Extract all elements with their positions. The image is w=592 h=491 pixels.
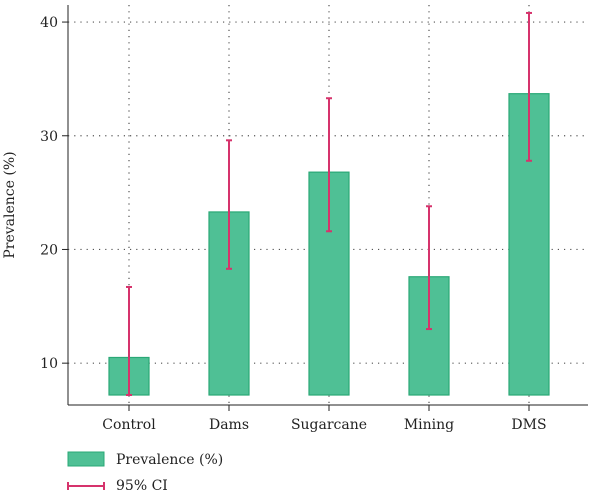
legend-label-ci: 95% CI — [116, 478, 168, 491]
error-bar-dams — [226, 139, 232, 270]
y-tick-label: 40 — [40, 15, 58, 31]
error-bar-control — [126, 285, 132, 396]
legend-swatch-ci — [67, 482, 105, 490]
legend-swatch-prevalence — [67, 451, 105, 467]
y-axis-title: Prevalence (%) — [2, 151, 18, 258]
error-bar-dms — [526, 11, 532, 162]
error-bar-mining — [426, 205, 432, 331]
error-bar-sugarcane — [326, 97, 332, 233]
x-tick-label-control: Control — [102, 417, 156, 433]
bar-mining — [408, 276, 450, 396]
error-bars-group — [126, 11, 532, 396]
x-tick-label-mining: Mining — [404, 417, 454, 433]
y-tick-label: 20 — [40, 242, 58, 258]
y-ticks-group: 10 20 30 40 — [40, 15, 68, 372]
y-tick-label: 30 — [40, 129, 58, 145]
y-tick-label: 10 — [40, 356, 58, 372]
x-tick-label-dms: DMS — [511, 417, 546, 433]
x-tick-label-dams: Dams — [209, 417, 249, 433]
x-tick-label-sugarcane: Sugarcane — [291, 417, 367, 433]
x-ticks-group: Control Dams Sugarcane Mining DMS — [102, 405, 547, 433]
bar-dms — [508, 93, 550, 396]
legend-label-prevalence: Prevalence (%) — [116, 452, 223, 468]
legend: Prevalence (%) 95% CI — [67, 451, 223, 491]
